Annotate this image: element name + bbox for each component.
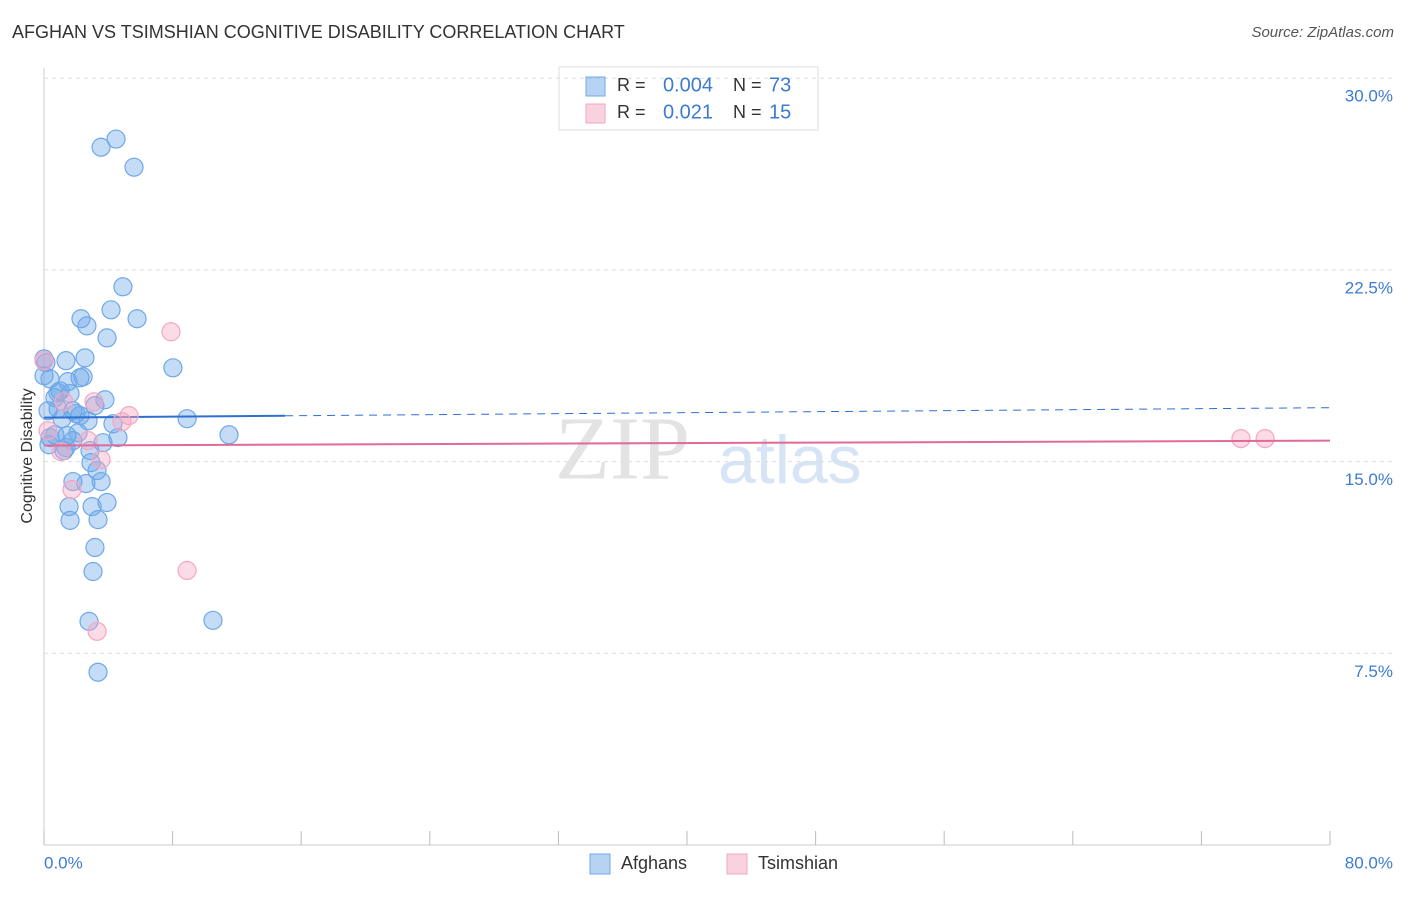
point xyxy=(91,471,111,492)
point xyxy=(97,492,117,513)
point xyxy=(51,442,71,462)
source: Source: ZipAtlas.com xyxy=(1251,24,1394,41)
legend-swatch xyxy=(589,853,611,875)
point xyxy=(88,510,108,530)
point xyxy=(34,366,54,386)
point xyxy=(40,427,60,448)
point xyxy=(85,537,105,558)
point xyxy=(56,351,76,371)
point xyxy=(87,460,107,481)
point xyxy=(88,662,108,682)
point xyxy=(73,367,93,387)
point xyxy=(161,322,181,342)
point xyxy=(177,560,197,581)
legend-n: 15 xyxy=(769,101,791,123)
point xyxy=(203,610,223,630)
point xyxy=(108,427,128,448)
point xyxy=(75,348,95,368)
point xyxy=(68,423,88,443)
point xyxy=(38,421,58,441)
point xyxy=(48,383,68,403)
legend-swatch xyxy=(585,103,606,124)
y-tick-label: 30.0% xyxy=(1345,87,1393,106)
point xyxy=(127,309,147,329)
point xyxy=(219,425,239,445)
point xyxy=(79,611,99,631)
point xyxy=(83,561,103,582)
legend-name: Afghans xyxy=(621,853,687,873)
trend-line xyxy=(43,439,1331,447)
chart-title: AFGHAN VS TSIMSHIAN COGNITIVE DISABILITY… xyxy=(12,22,625,42)
point xyxy=(60,510,80,530)
y-tick-label: 15.0% xyxy=(1345,470,1393,489)
point xyxy=(91,137,111,157)
legend-label: N = xyxy=(733,102,762,122)
point xyxy=(1255,429,1275,449)
y-tick-label: 7.5% xyxy=(1354,662,1393,681)
legend-n: 73 xyxy=(769,74,791,96)
point xyxy=(97,328,117,348)
point xyxy=(84,392,104,412)
point xyxy=(78,431,98,451)
point xyxy=(112,412,132,432)
legend-name: Tsimshian xyxy=(758,853,838,873)
legend-r: 0.021 xyxy=(663,101,713,123)
point xyxy=(54,392,74,412)
point xyxy=(163,358,183,378)
point xyxy=(101,300,121,320)
legend-label: R = xyxy=(617,102,646,122)
trend-line xyxy=(43,414,286,419)
point xyxy=(91,449,111,470)
x-tick-label: 80.0% xyxy=(1345,853,1393,872)
x-tick-label: 0.0% xyxy=(44,853,83,872)
legend-r: 0.004 xyxy=(663,74,713,96)
y-tick-label: 22.5% xyxy=(1345,278,1393,297)
point xyxy=(62,479,82,500)
trend-line-dashed xyxy=(285,407,1331,417)
point xyxy=(1231,429,1251,449)
legend-swatch xyxy=(585,76,606,97)
point xyxy=(106,129,126,149)
point xyxy=(77,316,97,336)
point xyxy=(177,409,197,429)
legend-label: N = xyxy=(733,75,762,95)
point xyxy=(113,277,133,297)
point xyxy=(124,157,144,177)
point xyxy=(63,471,83,492)
watermark: ZIP xyxy=(555,400,690,499)
y-axis-label: Cognitive Disability xyxy=(19,388,36,523)
point xyxy=(34,351,54,371)
watermark: atlas xyxy=(718,422,862,498)
point xyxy=(87,621,107,641)
legend-label: R = xyxy=(617,75,646,95)
legend-swatch xyxy=(726,853,748,875)
